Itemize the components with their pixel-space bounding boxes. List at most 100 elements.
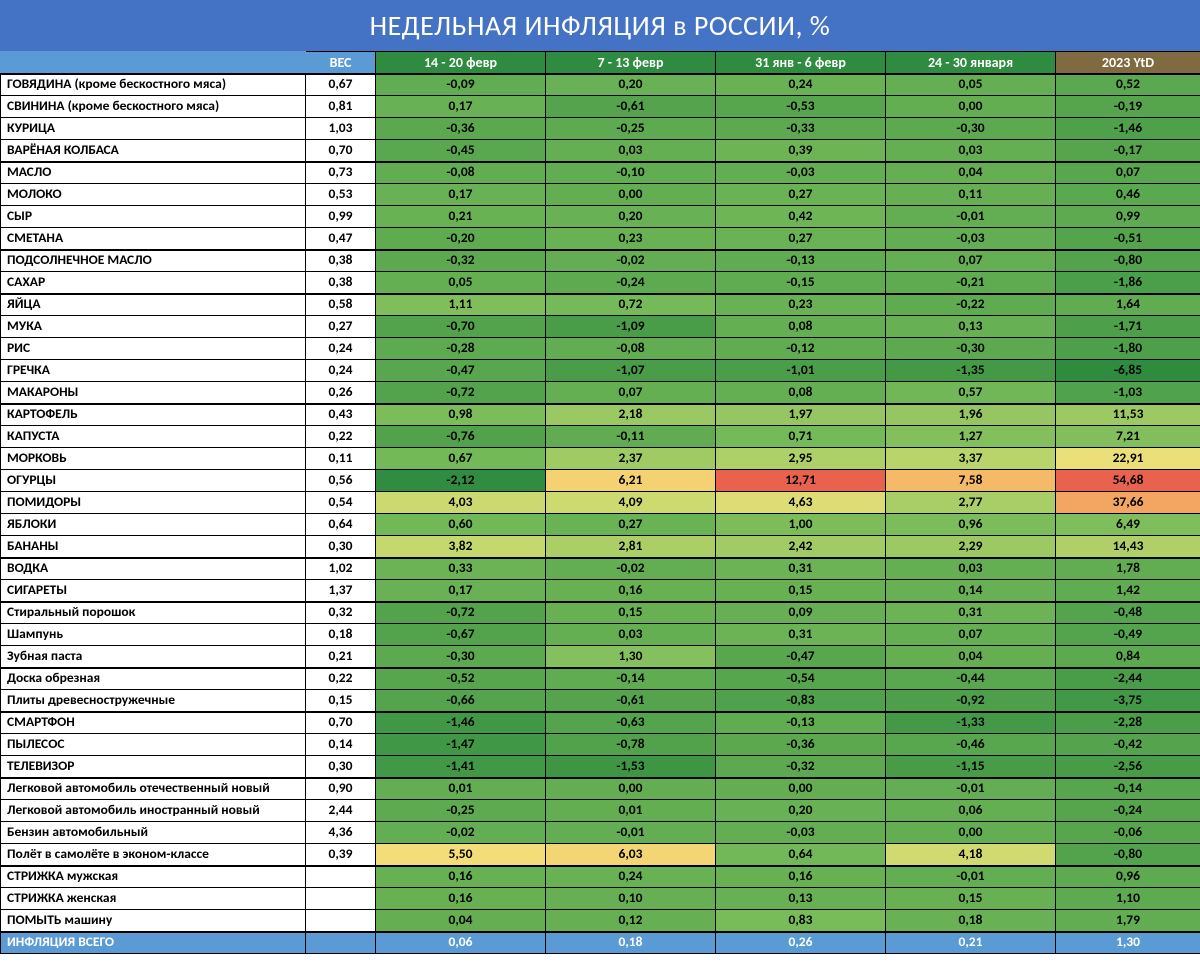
col-weight: ВЕС xyxy=(306,52,376,74)
week-value: 0,60 xyxy=(376,514,546,536)
table-row: ОГУРЦЫ0,56-2,126,2112,717,5854,68 xyxy=(1,470,1200,492)
row-name: КАРТОФЕЛЬ xyxy=(1,404,306,426)
week-value: 1,30 xyxy=(546,646,716,668)
week-value: 0,08 xyxy=(716,382,886,404)
week-value: 0,17 xyxy=(376,184,546,206)
week-value: 0,15 xyxy=(716,580,886,602)
row-name: ПОМЫТЬ машину xyxy=(1,910,306,932)
week-value: 0,15 xyxy=(546,602,716,624)
table-row: ГРЕЧКА0,24-0,47-1,07-1,01-1,35-6,85 xyxy=(1,360,1200,382)
row-name: Доска обрезная xyxy=(1,668,306,690)
table-row: Легковой автомобиль иностранный новый2,4… xyxy=(1,800,1200,822)
ytd-value: 0,52 xyxy=(1056,74,1200,96)
week-value: 1,00 xyxy=(716,514,886,536)
row-weight: 0,90 xyxy=(306,778,376,800)
row-name: СМЕТАНА xyxy=(1,228,306,250)
week-value: -1,41 xyxy=(376,756,546,778)
ytd-value: 1,79 xyxy=(1056,910,1200,932)
table-row: ГОВЯДИНА (кроме бескостного мяса)0,67-0,… xyxy=(1,74,1200,96)
week-value: -0,01 xyxy=(546,822,716,844)
week-value: 0,07 xyxy=(546,382,716,404)
week-value: 0,07 xyxy=(886,624,1056,646)
row-weight xyxy=(306,910,376,932)
week-value: 6,03 xyxy=(546,844,716,866)
week-value: 0,17 xyxy=(376,96,546,118)
row-name: МОЛОКО xyxy=(1,184,306,206)
row-name: СТРИЖКА мужская xyxy=(1,866,306,888)
week-value: 0,42 xyxy=(716,206,886,228)
table-row: Зубная паста0,21-0,301,30-0,470,040,84 xyxy=(1,646,1200,668)
row-name: ПЫЛЕСОС xyxy=(1,734,306,756)
table-row: Полёт в самолёте в эконом-классе0,395,50… xyxy=(1,844,1200,866)
week-value: 0,09 xyxy=(716,602,886,624)
ytd-value: -2,56 xyxy=(1056,756,1200,778)
col-week-4: 24 - 30 января xyxy=(886,52,1056,74)
week-value: -0,61 xyxy=(546,96,716,118)
row-name: СЫР xyxy=(1,206,306,228)
week-value: -1,35 xyxy=(886,360,1056,382)
row-name: БАНАНЫ xyxy=(1,536,306,558)
row-name: ВАРЁНАЯ КОЛБАСА xyxy=(1,140,306,162)
row-weight: 0,70 xyxy=(306,712,376,734)
week-value: 0,31 xyxy=(716,624,886,646)
table-row: СТРИЖКА мужская0,160,240,16-0,010,96 xyxy=(1,866,1200,888)
footer-label: ИНФЛЯЦИЯ ВСЕГО xyxy=(1,932,306,954)
week-value: -0,78 xyxy=(546,734,716,756)
week-value: -1,47 xyxy=(376,734,546,756)
ytd-value: 14,43 xyxy=(1056,536,1200,558)
week-value: -0,13 xyxy=(716,712,886,734)
week-value: 0,16 xyxy=(716,866,886,888)
row-weight: 0,22 xyxy=(306,668,376,690)
week-value: -1,07 xyxy=(546,360,716,382)
ytd-value: -0,80 xyxy=(1056,250,1200,272)
row-weight: 0,47 xyxy=(306,228,376,250)
footer-weight xyxy=(306,932,376,954)
ytd-value: 22,91 xyxy=(1056,448,1200,470)
week-value: -0,46 xyxy=(886,734,1056,756)
table-row: МОРКОВЬ0,110,672,372,953,3722,91 xyxy=(1,448,1200,470)
ytd-value: -0,14 xyxy=(1056,778,1200,800)
table-row: Легковой автомобиль отечественный новый0… xyxy=(1,778,1200,800)
table-row: Шампунь0,18-0,670,030,310,07-0,49 xyxy=(1,624,1200,646)
row-name: КУРИЦА xyxy=(1,118,306,140)
week-value: -0,32 xyxy=(716,756,886,778)
ytd-value: -0,48 xyxy=(1056,602,1200,624)
footer-week-value: 0,21 xyxy=(886,932,1056,954)
week-value: 0,16 xyxy=(376,888,546,910)
footer-week-value: 0,06 xyxy=(376,932,546,954)
table-row: СИГАРЕТЫ1,370,170,160,150,141,42 xyxy=(1,580,1200,602)
week-value: -0,13 xyxy=(716,250,886,272)
week-value: 0,14 xyxy=(886,580,1056,602)
table-row: ТЕЛЕВИЗОР0,30-1,41-1,53-0,32-1,15-2,56 xyxy=(1,756,1200,778)
table-row: СВИНИНА (кроме бескостного мяса)0,810,17… xyxy=(1,96,1200,118)
week-value: 0,05 xyxy=(886,74,1056,96)
week-value: 0,24 xyxy=(546,866,716,888)
row-weight: 0,24 xyxy=(306,360,376,382)
row-name: МАСЛО xyxy=(1,162,306,184)
ytd-value: 0,46 xyxy=(1056,184,1200,206)
week-value: -0,09 xyxy=(376,74,546,96)
table-row: СМАРТФОН0,70-1,46-0,63-0,13-1,33-2,28 xyxy=(1,712,1200,734)
row-weight: 1,03 xyxy=(306,118,376,140)
week-value: 4,63 xyxy=(716,492,886,514)
week-value: -0,63 xyxy=(546,712,716,734)
week-value: 0,01 xyxy=(546,800,716,822)
week-value: 0,33 xyxy=(376,558,546,580)
week-value: 0,15 xyxy=(886,888,1056,910)
table-row: ЯЙЦА0,581,110,720,23-0,221,64 xyxy=(1,294,1200,316)
table-row: ЯБЛОКИ0,640,600,271,000,966,49 xyxy=(1,514,1200,536)
week-value: 0,12 xyxy=(546,910,716,932)
row-weight: 0,38 xyxy=(306,272,376,294)
week-value: -0,92 xyxy=(886,690,1056,712)
week-value: 0,27 xyxy=(546,514,716,536)
week-value: 0,07 xyxy=(886,250,1056,272)
week-value: 0,21 xyxy=(376,206,546,228)
week-value: -1,01 xyxy=(716,360,886,382)
row-weight: 0,70 xyxy=(306,140,376,162)
footer-week-value: 0,18 xyxy=(546,932,716,954)
table-row: БАНАНЫ0,303,822,812,422,2914,43 xyxy=(1,536,1200,558)
row-weight: 0,26 xyxy=(306,382,376,404)
week-value: -0,33 xyxy=(716,118,886,140)
week-value: 2,29 xyxy=(886,536,1056,558)
row-name: Стиральный порошок xyxy=(1,602,306,624)
